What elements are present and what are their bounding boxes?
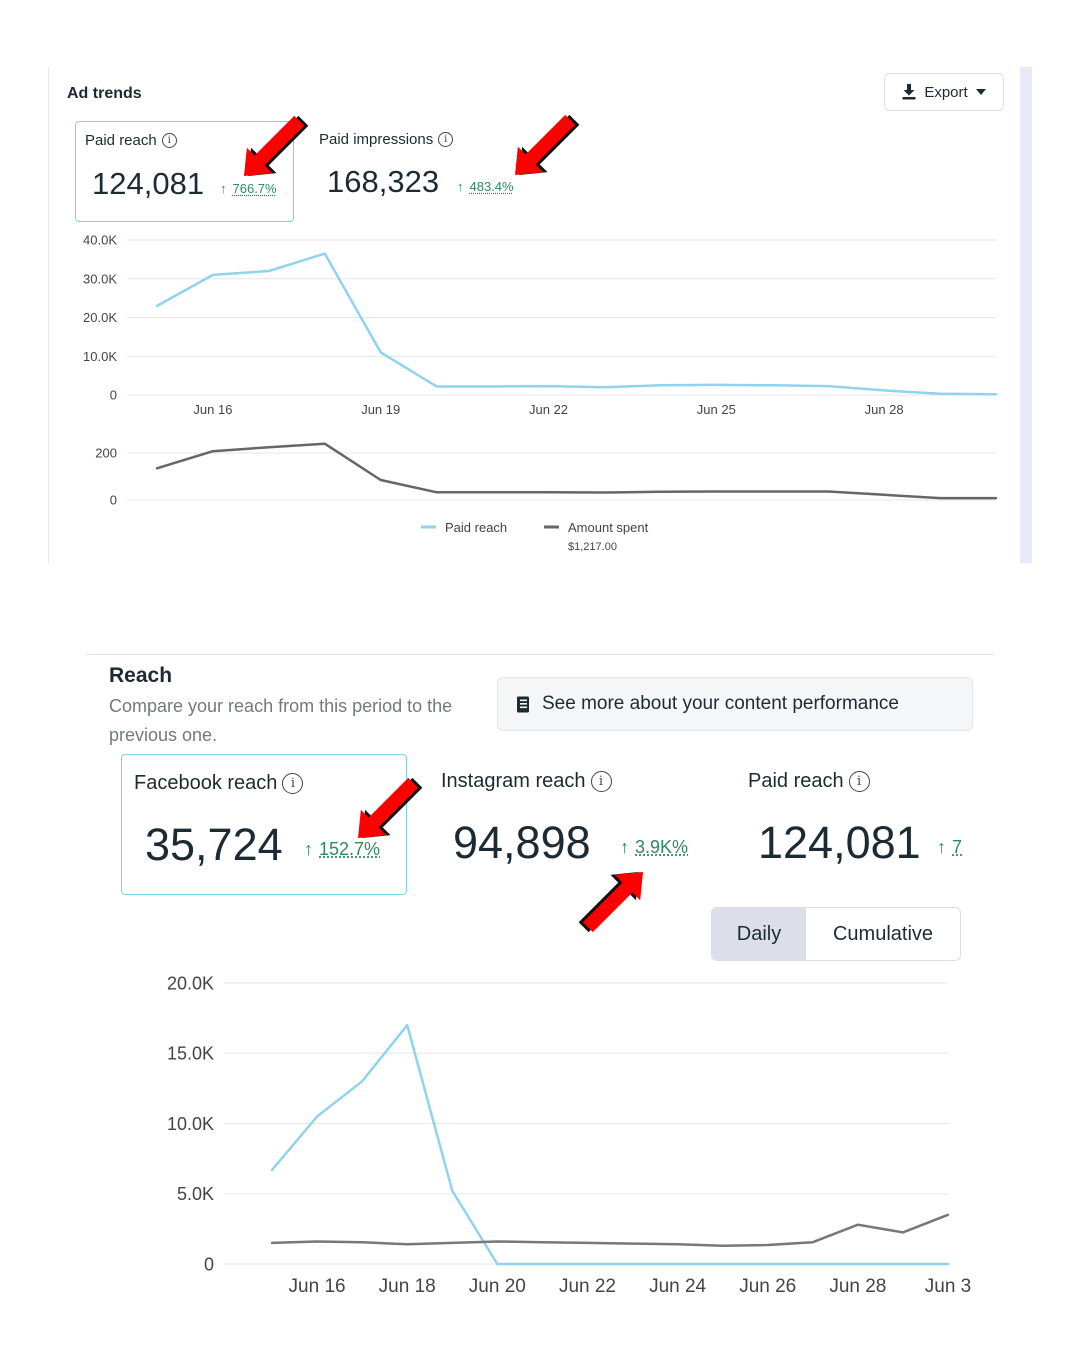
x-tick-label: Jun 19 [361,402,400,417]
metric-label: Paid impressions [319,131,434,148]
info-icon[interactable]: i [438,132,454,147]
metric-delta: ↑ 152.7% [304,839,380,860]
metric-label-row: Paid reach i [85,132,177,149]
legend-label-paid-reach: Paid reach [445,520,507,535]
y-tick-label: 30.0K [83,271,117,286]
x-tick-label: Jun 16 [193,402,232,417]
y-tick-label: 20.0K [167,973,214,993]
metric-label-row: Instagram reach i [441,770,612,793]
daily-cumulative-toggle: Daily Cumulative [711,907,961,961]
y-tick-label: 10.0K [167,1114,214,1134]
ad-trends-title: Ad trends [67,85,142,102]
y-tick-label: 10.0K [83,349,117,364]
delta-percent: 483.4% [469,179,514,194]
arrow-up-icon: ↑ [220,181,227,196]
x-tick-label: Jun 3 [925,1276,971,1297]
x-tick-label: Jun 28 [865,402,904,417]
y-tick-label: 0 [110,388,117,403]
see-more-label: See more about your content performance [542,693,899,714]
chevron-down-icon [975,89,986,95]
y-tick-label: 40.0K [83,233,117,248]
x-tick-label: Jun 26 [739,1276,796,1297]
metric-label: Facebook reach [134,772,278,794]
y-tick-label: 5.0K [177,1184,214,1204]
metric-value: 124,081 [92,166,205,201]
series-line-amount-spent [155,442,998,500]
y-tick-label: 200 [95,446,117,461]
metric-card-instagram-reach[interactable]: Instagram reach i 94,898 ↑ 3.9K% [430,754,720,895]
download-icon [902,84,916,100]
see-more-content-performance-button[interactable]: See more about your content performance [497,677,973,731]
info-icon[interactable]: i [848,771,870,792]
delta-percent: 3.9K% [635,837,689,857]
metric-value: 94,898 [453,817,591,868]
scrollbar[interactable] [1020,67,1032,563]
y-tick-label: 0 [110,493,117,508]
metric-card-paid-impressions[interactable]: Paid impressions i 168,323 ↑ 483.4% [311,121,551,222]
metric-label: Instagram reach [441,770,586,792]
x-tick-label: Jun 20 [469,1276,526,1297]
info-icon[interactable]: i [282,773,304,794]
metric-card-paid-reach[interactable]: Paid reach i 124,081 ↑ 7 [736,754,972,895]
y-tick-label: 20.0K [83,310,117,325]
notebook-icon [517,696,529,712]
export-label: Export [924,83,968,101]
series-line-instagram-reach [270,1213,950,1247]
legend-sub-amount-spent: $1,217.00 [568,541,617,553]
series-line-paid-reach [155,252,998,396]
metric-value: 124,081 [758,817,921,868]
ad-trends-panel: Ad trends Export Paid reach i 124,081 ↑ … [48,67,1033,563]
cumulative-toggle-button[interactable]: Cumulative [832,922,934,945]
reach-title: Reach [109,664,173,687]
ad-trends-chart: 0 10.0K 20.0K 30.0K 40.0K Jun 16 Jun 19 Jun 22 J… [83,233,998,553]
x-tick-label: Jun 22 [559,1276,616,1297]
x-tick-label: Jun 18 [379,1276,436,1297]
delta-percent: 7 [952,837,963,857]
metric-label-row: Facebook reach i [134,772,304,795]
x-tick-label: Jun 24 [649,1276,706,1297]
x-tick-label: Jun 25 [697,402,736,417]
metric-delta: ↑ 3.9K% [620,837,688,858]
arrow-up-icon: ↑ [620,837,629,857]
delta-percent: 152.7% [319,839,381,859]
arrow-up-icon: ↑ [937,837,946,857]
x-tick-label: Jun 28 [829,1276,886,1297]
x-tick-label: Jun 16 [289,1276,346,1297]
export-button[interactable]: Export [884,73,1004,111]
y-tick-label: 15.0K [167,1044,214,1064]
legend-label-amount-spent: Amount spent [568,520,649,535]
x-tick-label: Jun 22 [529,402,568,417]
daily-toggle-button[interactable]: Daily [712,908,806,960]
metric-label: Paid reach [85,132,157,149]
metric-label: Paid reach [748,770,844,792]
info-icon[interactable]: i [161,133,177,148]
metric-value: 168,323 [327,164,440,199]
metric-card-facebook-reach[interactable]: Facebook reach i 35,724 ↑ 152.7% [121,754,407,895]
arrow-up-icon: ↑ [304,839,313,859]
arrow-up-icon: ↑ [457,179,464,194]
section-divider [86,654,994,655]
delta-percent: 766.7% [232,181,277,196]
metric-delta: ↑ 483.4% [457,179,514,194]
metric-delta: ↑ 7 [937,837,962,858]
metric-value: 35,724 [145,819,283,870]
y-tick-label: 0 [204,1254,214,1274]
series-line-facebook-reach [270,1023,950,1266]
reach-description: Compare your reach from this period to t… [109,696,453,745]
metric-label-row: Paid reach i [748,770,870,793]
metric-delta: ↑ 766.7% [220,181,277,196]
info-icon[interactable]: i [590,771,612,792]
metric-label-row: Paid impressions i [319,131,454,148]
